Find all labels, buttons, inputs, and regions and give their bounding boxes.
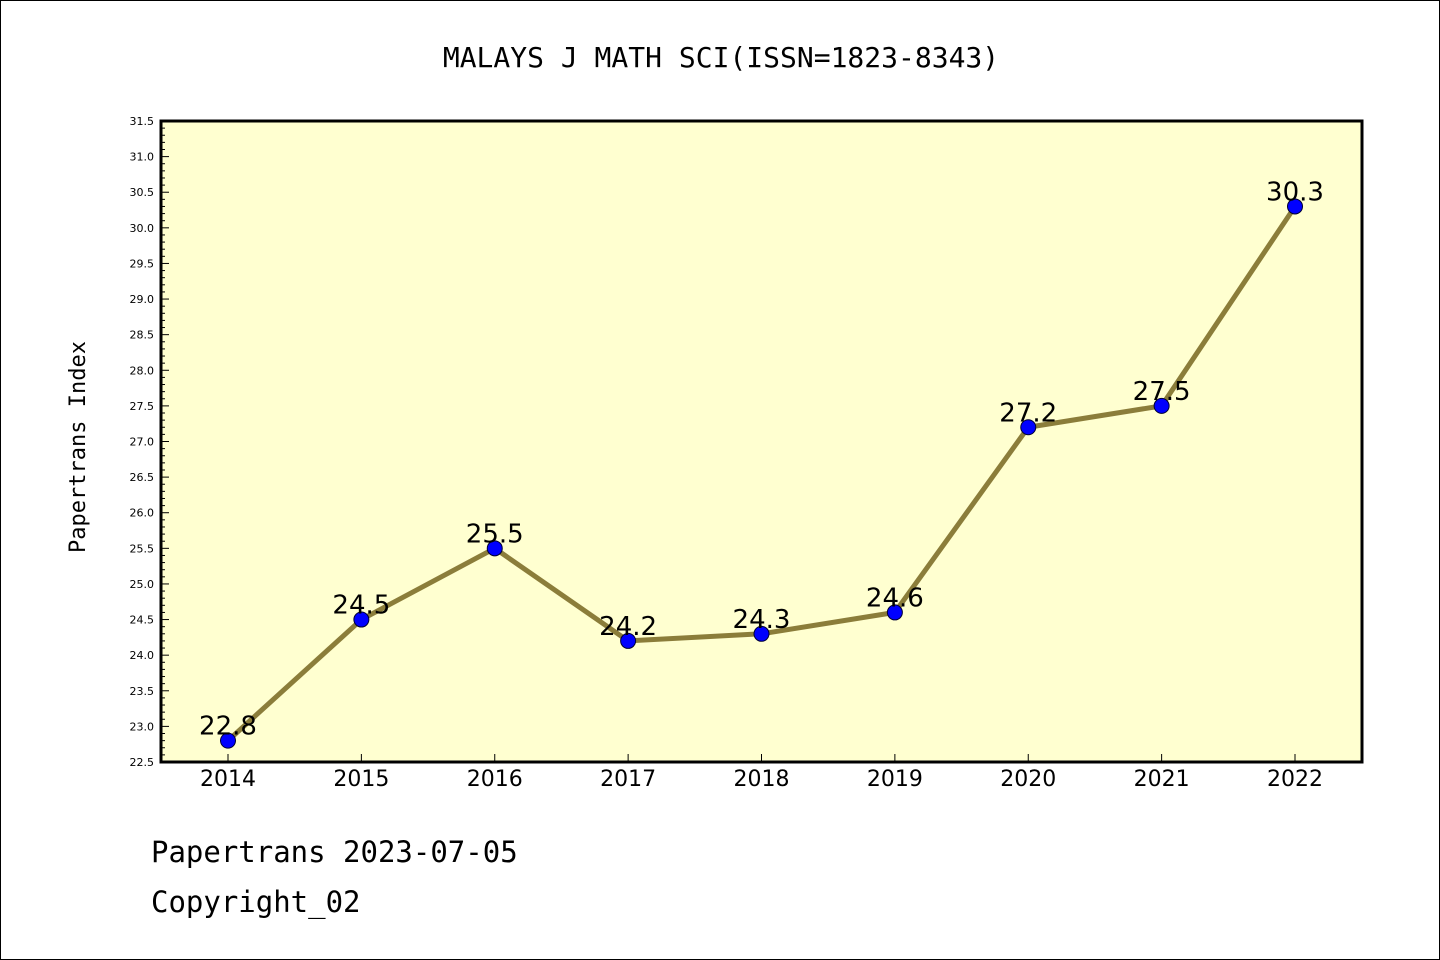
data-label: 27.2 [999, 398, 1057, 428]
y-axis-label: Papertrans Index [66, 341, 91, 553]
footer-date: Papertrans 2023-07-05 [151, 835, 518, 869]
y-tick-label: 26.5 [130, 471, 155, 484]
x-tick-label: 2022 [1267, 767, 1323, 792]
y-tick-label: 29.5 [130, 257, 155, 270]
data-label: 30.3 [1266, 177, 1324, 207]
y-tick-label: 24.0 [130, 649, 155, 662]
data-point [1287, 198, 1303, 215]
data-point [620, 632, 637, 649]
chart-title: MALAYS J MATH SCI(ISSN=1823-8343) [443, 41, 999, 74]
data-label: 22.8 [199, 712, 257, 742]
y-tick-label: 30.0 [130, 222, 155, 235]
y-tick-label: 23.5 [130, 685, 155, 698]
y-tick-label: 24.5 [130, 614, 155, 627]
data-label: 24.6 [866, 583, 924, 613]
data-point [753, 625, 770, 642]
data-label: 27.5 [1133, 377, 1191, 407]
data-point [886, 604, 903, 621]
y-tick-label: 23.0 [130, 720, 155, 733]
y-tick-label: 30.5 [130, 186, 155, 199]
x-axis: 2014 2015 2016 2017 2018 2019 2020 2021 2022 [200, 754, 1323, 792]
plot-area [159, 119, 1364, 764]
data-label: 24.5 [332, 591, 390, 621]
y-tick-label: 31.0 [130, 151, 155, 164]
data-label: 25.5 [466, 519, 524, 549]
x-tick-label: 2021 [1134, 767, 1190, 792]
x-tick-label: 2018 [734, 767, 790, 792]
data-label: 24.2 [599, 612, 657, 642]
y-tick-label: 27.0 [130, 436, 155, 449]
x-tick-label: 2019 [867, 767, 923, 792]
y-axis: 22.5 23.0 23.5 24.0 24.5 25.0 25.5 26.0 26.5 27.0… [130, 115, 169, 769]
y-tick-label: 31.5 [130, 115, 155, 128]
series-layer: 22.8 24.5 25.5 24.2 24.3 24.6 27.2 27.5 30.3 [199, 177, 1324, 749]
y-tick-label: 25.0 [130, 578, 155, 591]
y-tick-label: 22.5 [130, 756, 155, 769]
x-tick-label: 2016 [467, 767, 523, 792]
data-point [1020, 419, 1037, 436]
y-tick-label: 26.0 [130, 507, 155, 520]
x-tick-label: 2015 [333, 767, 389, 792]
data-point [486, 540, 503, 557]
y-tick-label: 27.5 [130, 400, 155, 413]
data-point [353, 611, 370, 628]
x-tick-label: 2017 [600, 767, 656, 792]
y-tick-label: 29.0 [130, 293, 155, 306]
y-tick-label: 28.5 [130, 329, 155, 342]
data-point [1153, 397, 1170, 414]
x-tick-label: 2020 [1000, 767, 1056, 792]
footer-copyright: Copyright_02 [151, 885, 361, 919]
data-label: 24.3 [733, 605, 791, 635]
y-tick-label: 25.5 [130, 542, 155, 555]
y-tick-label: 28.0 [130, 364, 155, 377]
x-tick-label: 2014 [200, 767, 256, 792]
data-point [220, 732, 236, 749]
